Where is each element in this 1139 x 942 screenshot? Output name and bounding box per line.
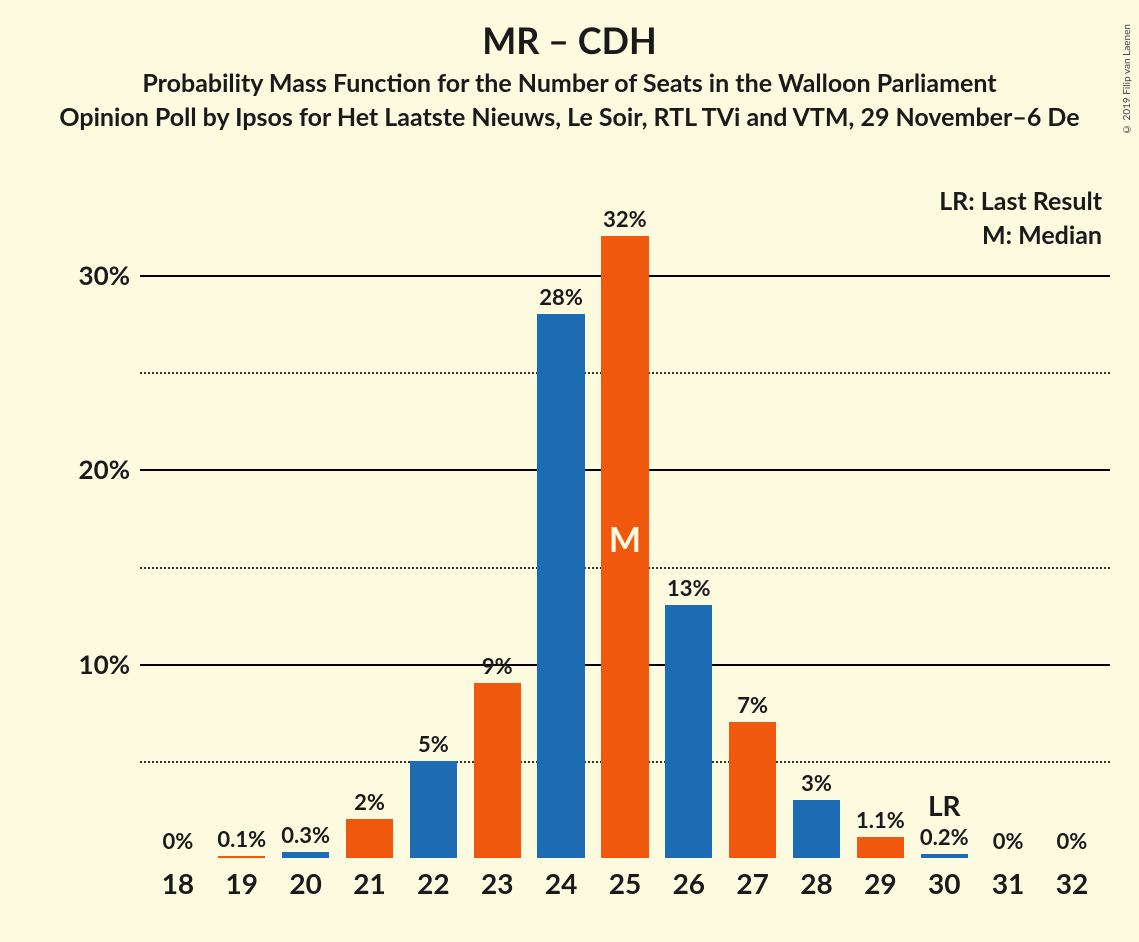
y-tick-label: 20% xyxy=(40,453,130,485)
bar-value-label: 2% xyxy=(331,788,408,815)
bar-wrap: 0.3% xyxy=(274,178,338,858)
y-tick-label: 10% xyxy=(40,648,130,680)
bar xyxy=(474,683,521,858)
x-tick-label: 21 xyxy=(338,866,402,900)
bar-value-label: 32% xyxy=(587,205,664,232)
bar-wrap: 9% xyxy=(465,178,529,858)
copyright-text: © 2019 Filip van Laenen xyxy=(1121,24,1133,135)
x-axis-labels: 181920212223242526272829303132 xyxy=(140,866,1110,900)
bar-wrap: 0.2%LR xyxy=(912,178,976,858)
bar-value-label: 7% xyxy=(714,691,791,718)
bar-value-label: 9% xyxy=(459,652,536,679)
plot-region: 10%20%30%0%0.1%0.3%2%5%9%28%32%M13%7%3%1… xyxy=(140,178,1110,858)
median-marker: M xyxy=(609,519,641,560)
x-tick-label: 30 xyxy=(912,866,976,900)
bar-value-label: 0% xyxy=(1034,827,1111,854)
chart-subtitle-2: Opinion Poll by Ipsos for Het Laatste Ni… xyxy=(0,102,1139,132)
x-tick-label: 20 xyxy=(274,866,338,900)
x-tick-label: 31 xyxy=(976,866,1040,900)
bar-value-label: 13% xyxy=(650,574,727,601)
bar-value-label: 3% xyxy=(778,769,855,796)
bar-wrap: 0% xyxy=(1040,178,1104,858)
bar-wrap: 2% xyxy=(338,178,402,858)
x-tick-label: 28 xyxy=(785,866,849,900)
bar-wrap: 28% xyxy=(529,178,593,858)
bar xyxy=(921,854,968,858)
bar-value-label: 0.3% xyxy=(267,821,344,848)
bar-wrap: 0.1% xyxy=(210,178,274,858)
bar xyxy=(282,852,329,858)
bar xyxy=(346,819,393,858)
bar-wrap: 0% xyxy=(146,178,210,858)
x-tick-label: 25 xyxy=(593,866,657,900)
x-tick-label: 29 xyxy=(848,866,912,900)
bar xyxy=(537,314,584,858)
chart-titles: MR – CDH Probability Mass Function for t… xyxy=(0,18,1139,132)
bar xyxy=(410,761,457,858)
bar-wrap: 3% xyxy=(785,178,849,858)
bar-wrap: 0% xyxy=(976,178,1040,858)
bar-value-label: 28% xyxy=(523,283,600,310)
bar-value-label: 5% xyxy=(395,730,472,757)
bar xyxy=(665,605,712,858)
chart-area: LR: Last Result M: Median 10%20%30%0%0.1… xyxy=(40,178,1130,928)
x-tick-label: 23 xyxy=(465,866,529,900)
chart-subtitle-1: Probability Mass Function for the Number… xyxy=(0,68,1139,98)
x-tick-label: 18 xyxy=(146,866,210,900)
bar xyxy=(857,837,904,858)
bar xyxy=(793,800,840,858)
bar xyxy=(218,856,265,858)
y-tick-label: 30% xyxy=(40,259,130,291)
bar-wrap: 5% xyxy=(401,178,465,858)
last-result-marker: LR xyxy=(928,788,961,822)
x-tick-label: 26 xyxy=(657,866,721,900)
x-tick-label: 22 xyxy=(401,866,465,900)
x-tick-label: 27 xyxy=(721,866,785,900)
bar-wrap: 7% xyxy=(721,178,785,858)
bar-wrap: 13% xyxy=(657,178,721,858)
bar xyxy=(729,722,776,858)
chart-title: MR – CDH xyxy=(0,18,1139,62)
x-tick-label: 24 xyxy=(529,866,593,900)
x-tick-label: 32 xyxy=(1040,866,1104,900)
bars-container: 0%0.1%0.3%2%5%9%28%32%M13%7%3%1.1%0.2%LR… xyxy=(140,178,1110,858)
bar-wrap: 1.1% xyxy=(848,178,912,858)
bar-wrap: 32%M xyxy=(593,178,657,858)
x-tick-label: 19 xyxy=(210,866,274,900)
